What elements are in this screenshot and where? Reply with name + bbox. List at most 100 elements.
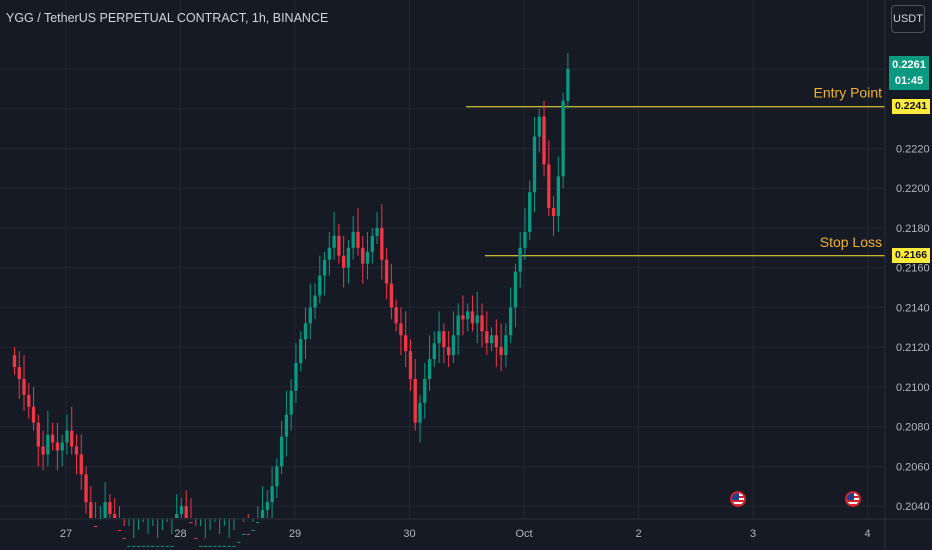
candle-body bbox=[404, 335, 408, 352]
candle-body bbox=[542, 116, 546, 165]
candle-body bbox=[170, 545, 174, 547]
candle bbox=[127, 518, 131, 547]
candle bbox=[194, 518, 198, 539]
candle-body bbox=[566, 68, 570, 101]
candle-body bbox=[151, 545, 155, 547]
candle-body bbox=[442, 331, 446, 348]
candle bbox=[461, 295, 465, 336]
candle-body bbox=[241, 533, 246, 535]
y-tick-label: 0.2060 bbox=[896, 461, 930, 473]
candle bbox=[170, 518, 174, 547]
last-price: 0.2261 bbox=[892, 59, 926, 71]
candle-body bbox=[551, 208, 556, 217]
candle-body bbox=[222, 545, 227, 547]
candle-body bbox=[237, 541, 241, 543]
candle bbox=[451, 311, 456, 364]
candle-body bbox=[217, 545, 222, 547]
candle-body bbox=[408, 351, 413, 379]
candle-body bbox=[294, 363, 298, 391]
candle bbox=[537, 108, 541, 153]
candle bbox=[308, 283, 312, 340]
candle-body bbox=[17, 367, 21, 379]
candle-body bbox=[332, 235, 336, 248]
candle bbox=[399, 307, 403, 356]
candle-body bbox=[561, 100, 565, 177]
candle bbox=[141, 518, 145, 547]
candle-body bbox=[318, 275, 322, 296]
candle-body bbox=[423, 378, 427, 403]
x-tick-label: 30 bbox=[403, 528, 415, 540]
candle bbox=[41, 430, 45, 471]
candle-body bbox=[299, 339, 303, 364]
y-tick-label: 0.2160 bbox=[896, 263, 930, 275]
candle bbox=[198, 518, 203, 547]
grid bbox=[0, 0, 885, 519]
candle-body bbox=[451, 335, 456, 356]
candle-body bbox=[508, 307, 513, 336]
candle-body bbox=[189, 522, 193, 524]
candle bbox=[70, 406, 74, 455]
candle bbox=[528, 180, 532, 240]
candle-body bbox=[346, 247, 351, 268]
x-tick-label: 2 bbox=[635, 528, 641, 540]
candle bbox=[313, 283, 317, 320]
us-flag-icon[interactable] bbox=[844, 491, 861, 507]
candle bbox=[466, 303, 470, 332]
candle-body bbox=[50, 434, 55, 443]
candle-body bbox=[160, 545, 165, 547]
candle bbox=[404, 311, 408, 368]
candle bbox=[151, 518, 155, 547]
candle bbox=[413, 359, 417, 431]
candle bbox=[74, 434, 79, 475]
candle-body bbox=[466, 311, 470, 320]
candle-body bbox=[60, 442, 64, 451]
level-label: Stop Loss bbox=[820, 234, 882, 250]
candle-body bbox=[528, 192, 532, 232]
candle bbox=[427, 335, 432, 391]
candle bbox=[547, 140, 551, 217]
us-flag-icon[interactable] bbox=[730, 491, 747, 507]
candle-body bbox=[117, 529, 122, 531]
x-tick-label: Oct bbox=[515, 528, 532, 540]
candle-body bbox=[22, 378, 26, 395]
candle-body bbox=[489, 335, 494, 344]
candle bbox=[346, 239, 351, 284]
candle-body bbox=[313, 295, 317, 308]
candle-body bbox=[432, 343, 436, 360]
x-tick-label: 27 bbox=[60, 528, 72, 540]
candle bbox=[279, 420, 284, 475]
candle bbox=[60, 434, 64, 467]
level-label: Entry Point bbox=[814, 85, 883, 101]
candle-body bbox=[260, 510, 265, 518]
candle bbox=[241, 518, 246, 535]
candle bbox=[208, 518, 212, 547]
currency-button[interactable]: USDT bbox=[891, 5, 925, 33]
candle-body bbox=[289, 390, 293, 415]
candle-body bbox=[132, 545, 136, 547]
candle-body bbox=[375, 227, 379, 236]
candle bbox=[108, 494, 112, 518]
candle bbox=[232, 518, 236, 547]
candle bbox=[394, 299, 398, 332]
candle bbox=[132, 518, 136, 547]
level-lines: Entry Point Stop Loss bbox=[466, 85, 885, 257]
candle bbox=[361, 235, 365, 284]
candle-body bbox=[523, 231, 527, 248]
candle bbox=[351, 216, 355, 260]
candle-body bbox=[93, 526, 98, 527]
candle bbox=[294, 343, 298, 403]
candle-body bbox=[461, 315, 465, 320]
candle-body bbox=[79, 454, 83, 475]
candle bbox=[122, 518, 126, 539]
candle bbox=[485, 311, 489, 356]
candle bbox=[189, 498, 193, 524]
candle-body bbox=[136, 545, 141, 547]
candle-body bbox=[556, 176, 561, 217]
candle-body bbox=[256, 522, 260, 524]
candle bbox=[203, 518, 207, 547]
y-tick-label: 0.2040 bbox=[896, 501, 930, 513]
candle-body bbox=[251, 529, 255, 531]
candle-body bbox=[46, 434, 50, 455]
candle-body bbox=[232, 545, 236, 547]
